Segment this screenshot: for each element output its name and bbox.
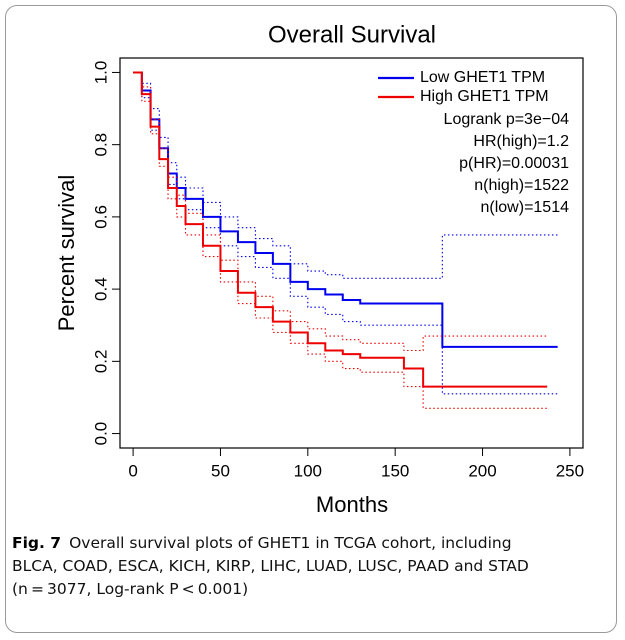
y-tick-label: 1.0 <box>91 61 110 85</box>
caption-line: BLCA, COAD, ESCA, KICH, KIRP, LIHC, LUAD… <box>12 557 529 575</box>
legend-label: High GHET1 TPM <box>420 88 549 105</box>
x-tick-label: 200 <box>468 461 496 480</box>
annotation: n(low)=1514 <box>481 199 570 216</box>
y-tick-label: 0.8 <box>91 133 110 157</box>
annotation: Logrank p=3e−04 <box>444 111 570 128</box>
caption-label: Fig. 7 <box>12 534 62 552</box>
annotation: p(HR)=0.00031 <box>459 155 569 172</box>
y-tick-label: 0.6 <box>91 205 110 229</box>
x-tick-label: 150 <box>381 461 409 480</box>
y-tick-label: 0.2 <box>91 350 110 374</box>
x-tick-label: 0 <box>128 461 137 480</box>
y-axis-label: Percent survival <box>54 175 79 332</box>
ci-upper <box>133 71 548 352</box>
figure-card <box>5 5 617 633</box>
ci-upper <box>133 71 558 279</box>
annotation: n(high)=1522 <box>474 177 569 194</box>
caption-line: Fig. 7 Overall survival plots of GHET1 in… <box>12 532 612 555</box>
figure-caption: Fig. 7 Overall survival plots of GHET1 in… <box>12 532 612 601</box>
x-axis-label: Months <box>316 492 388 517</box>
x-tick-label: 50 <box>211 461 230 480</box>
annotation: HR(high)=1.2 <box>473 133 569 150</box>
legend-label: Low GHET1 TPM <box>420 69 545 86</box>
caption-line: (n = 3077, Log-rank P < 0.001) <box>12 580 249 598</box>
x-tick-label: 100 <box>294 461 322 480</box>
caption-text: Overall survival plots of GHET1 in TCGA … <box>69 534 512 552</box>
y-tick-label: 0.0 <box>91 422 110 446</box>
chart: Overall Survival Months Percent survival… <box>54 21 584 517</box>
x-tick-label: 250 <box>556 461 584 480</box>
chart-title: Overall Survival <box>268 21 436 48</box>
survival-line <box>133 71 548 388</box>
y-tick-label: 0.4 <box>91 277 110 301</box>
